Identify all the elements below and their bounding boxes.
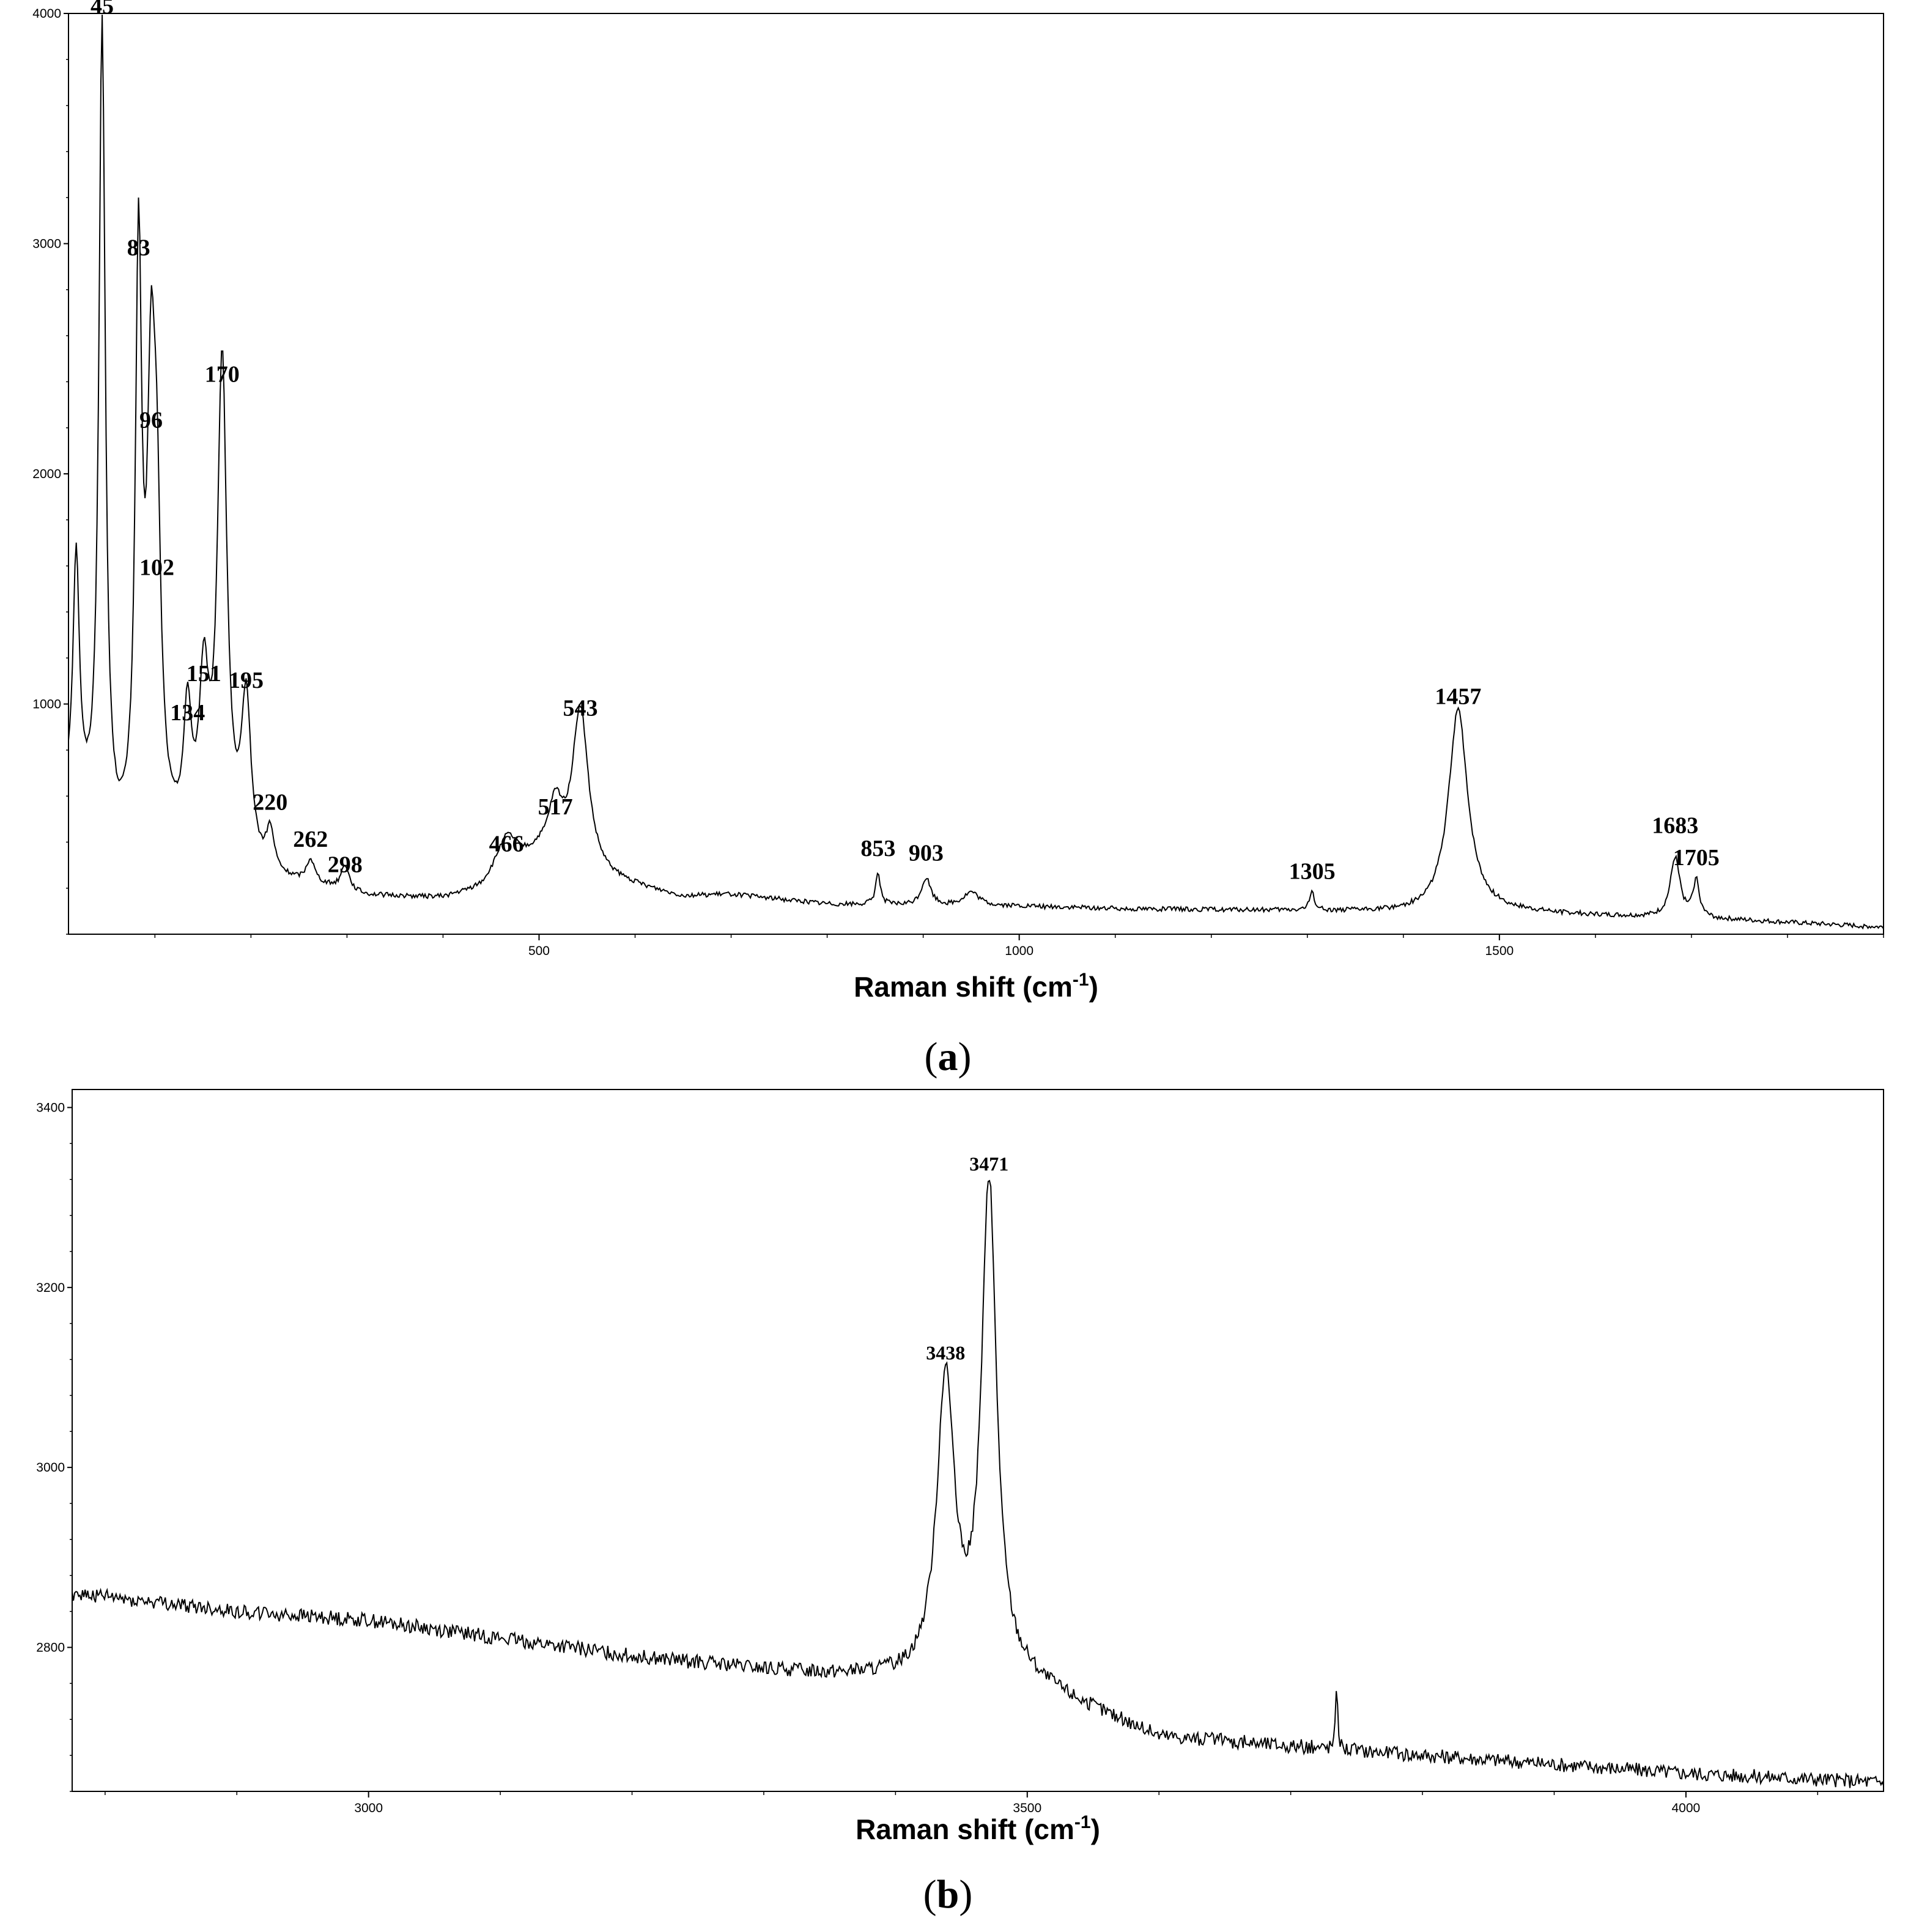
peak-label: 96 [139,408,163,433]
peak-label: 1305 [1289,859,1336,885]
y-tick-label: 1000 [32,698,61,712]
x-tick-label: 1000 [1005,944,1033,958]
peak-label: 262 [293,827,328,852]
x-tick-label: 4000 [1672,1801,1701,1815]
peak-label: 298 [328,852,363,877]
peak-label: 170 [205,361,240,387]
chart-panel-b: 2800 3000 3200 3400 3000 3500 4000 3471 3438 R… [36,1089,1884,1917]
peak-label: 45 [91,0,114,19]
peak-label: 543 [563,695,598,721]
y-tick-label: 2800 [36,1641,65,1655]
peak-label: 151 [187,661,221,687]
peak-label: 3471 [969,1152,1008,1174]
x-axis-label-b: Raman shift (cm-1) [856,1812,1100,1845]
x-tick-label: 1500 [1485,944,1514,958]
y-axis-a: 1000 2000 3000 4000 [32,7,68,935]
spectrum-line-a [68,14,1884,930]
peak-labels-b: 3471 3438 [926,1152,1008,1363]
peak-label: 466 [489,831,524,857]
plot-frame-b [72,1089,1884,1792]
peak-label: 853 [860,836,895,861]
x-axis-b: 3000 3500 4000 [105,1791,1819,1815]
x-axis-a: 500 1000 1500 [154,934,1884,958]
y-tick-label: 3200 [36,1281,65,1295]
peak-label: 1705 [1673,845,1720,871]
peak-label: 517 [538,794,573,820]
peak-label: 1683 [1652,813,1698,838]
y-tick-label: 4000 [32,7,61,21]
y-tick-label: 2000 [32,467,61,481]
caption-b: (b) [923,1872,973,1917]
chart-panel-a: 1000 2000 3000 4000 500 1000 1500 45 83 96 170 10… [32,0,1884,1079]
y-tick-label: 3000 [36,1461,65,1475]
peak-label: 83 [127,235,150,260]
peak-label: 195 [229,668,264,693]
y-tick-label: 3400 [36,1101,65,1115]
peak-label: 903 [909,841,944,866]
peak-label: 220 [253,790,287,816]
peak-label: 3438 [926,1342,965,1364]
x-tick-label: 3000 [354,1801,383,1815]
caption-a: (a) [925,1034,972,1079]
y-tick-label: 3000 [32,237,61,251]
spectrum-line-b [72,1179,1884,1788]
x-tick-label: 3500 [1013,1801,1041,1815]
y-axis-b: 2800 3000 3200 3400 [36,1101,72,1792]
peak-label: 102 [139,555,174,581]
x-axis-label-a: Raman shift (cm-1) [854,970,1098,1003]
peak-label: 134 [170,700,205,726]
x-tick-label: 500 [528,944,550,958]
peak-label: 1457 [1435,684,1481,710]
peak-labels-a: 45 83 96 170 102 151 195 134 543 1457 220 517 262 466… [91,0,1720,885]
